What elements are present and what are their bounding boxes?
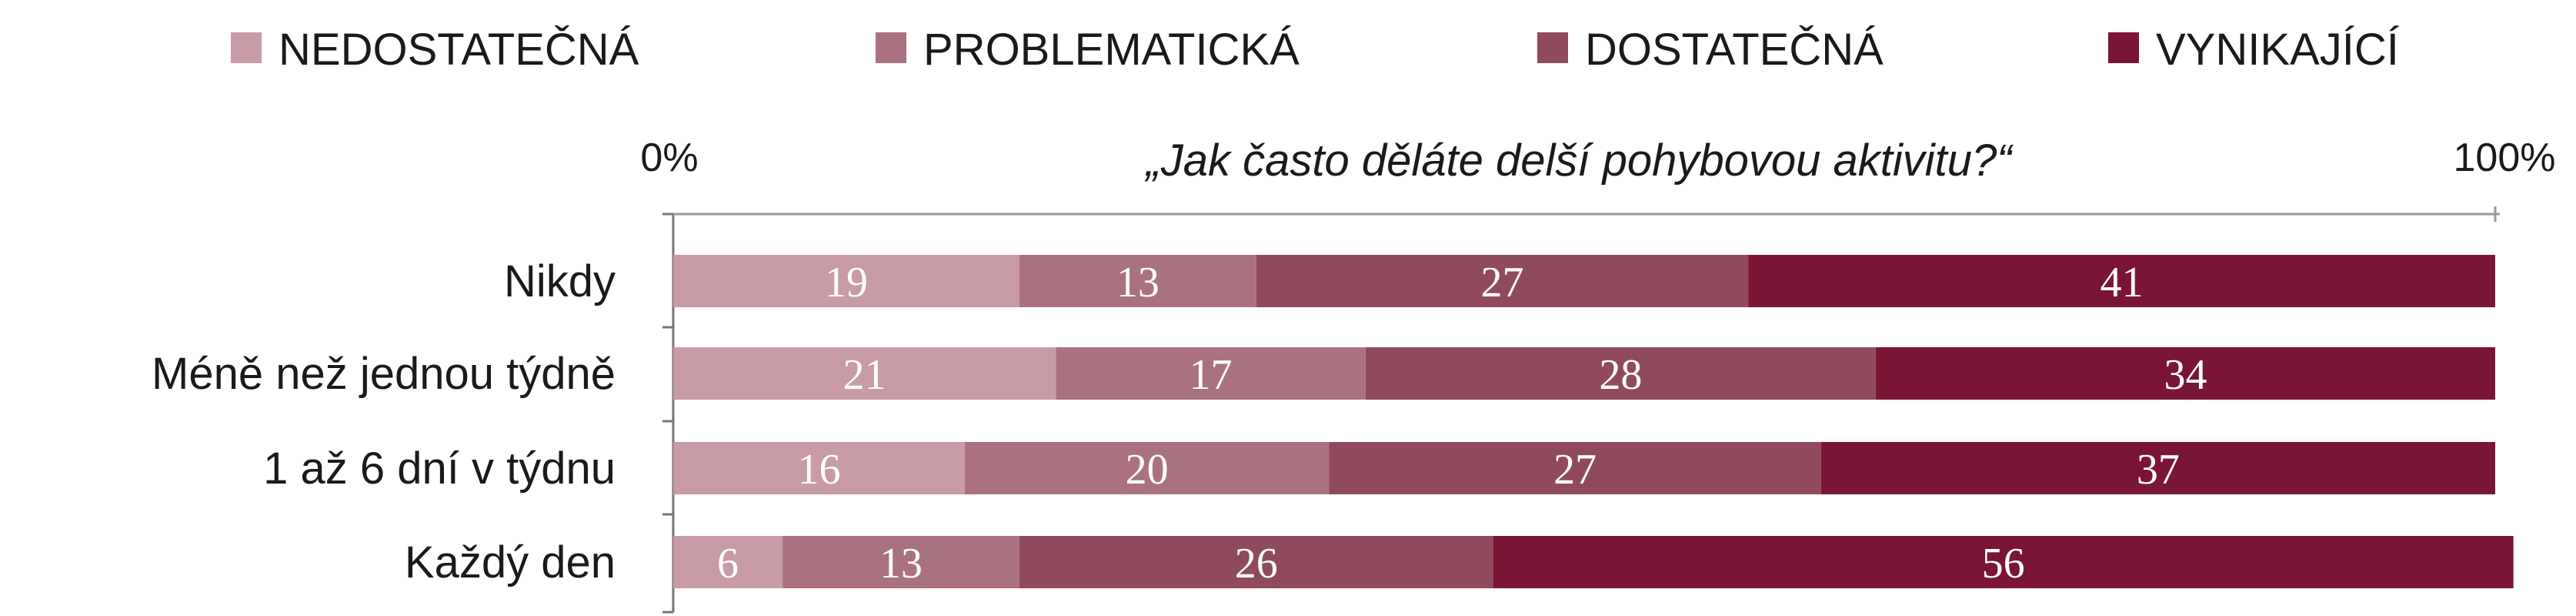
legend-label-2: PROBLEMATICKÁ	[923, 25, 1300, 75]
bar-1-1	[673, 255, 1019, 307]
bar-2-3	[1365, 347, 1876, 400]
legend-swatch-4	[2108, 32, 2139, 63]
legend-label-4: VYNIKAJÍCÍ	[2156, 25, 2400, 75]
bar-value-label-3-1: 16	[797, 446, 840, 494]
bar-value-label-4-4: 56	[1982, 540, 2025, 588]
bar-value-label-1-4: 41	[2101, 259, 2144, 306]
bar-value-label-3-3: 27	[1553, 446, 1597, 494]
category-label-2: Méně než jednou týdně	[152, 349, 616, 399]
legend-swatch-3	[1537, 32, 1568, 63]
bar-2-4	[1875, 347, 2495, 400]
bar-3-3	[1329, 442, 1821, 494]
bar-value-label-1-2: 13	[1116, 259, 1160, 306]
bar-value-label-4-3: 26	[1235, 540, 1278, 588]
legend-swatch-2	[876, 32, 906, 63]
x-tick-label-end: 100%	[2454, 136, 2556, 180]
bar-4-1	[673, 536, 783, 588]
legend-label-3: DOSTATEČNÁ	[1585, 25, 1884, 75]
bar-3-1	[673, 442, 965, 494]
bar-value-label-4-1: 6	[717, 540, 739, 588]
bars: 19 13 27 41 21 17 28 34 16 20 27 37 6 13 26 56	[673, 255, 2514, 588]
bar-4-3	[1019, 536, 1493, 588]
bar-1-4	[1748, 255, 2495, 307]
bar-value-label-1-3: 27	[1480, 259, 1523, 306]
bar-1-2	[1019, 255, 1256, 307]
bar-value-label-2-4: 34	[2164, 351, 2207, 399]
chart-title: „Jak často děláte delší pohybovou aktivi…	[1143, 136, 2014, 186]
legend-label-1: NEDOSTATEČNÁ	[279, 25, 639, 75]
bar-2-2	[1056, 347, 1366, 400]
bar-3-4	[1820, 442, 2495, 494]
bar-3-2	[964, 442, 1330, 494]
bar-value-label-3-2: 20	[1126, 446, 1169, 494]
bar-1-3	[1256, 255, 1749, 307]
bar-value-label-2-2: 17	[1190, 351, 1233, 399]
bar-value-label-3-4: 37	[2137, 446, 2180, 494]
category-label-1: Nikdy	[504, 256, 616, 306]
category-label-4: Každý den	[405, 537, 616, 588]
category-labels: Nikdy Méně než jednou týdně 1 až 6 dní v t…	[152, 256, 616, 588]
legend: NEDOSTATEČNÁ PROBLEMATICKÁ DOSTATEČNÁ VYNIK…	[231, 25, 2400, 75]
bar-4-2	[782, 536, 1019, 588]
bar-value-label-2-3: 28	[1599, 351, 1642, 399]
bar-2-1	[673, 347, 1056, 400]
bar-value-label-2-1: 21	[843, 351, 886, 399]
category-label-3: 1 až 6 dní v týdnu	[263, 444, 616, 494]
x-tick-label-start: 0%	[640, 136, 698, 180]
bar-value-label-1-1: 19	[825, 259, 868, 306]
bar-4-4	[1493, 536, 2514, 588]
bar-value-label-4-2: 13	[879, 540, 923, 588]
legend-swatch-1	[231, 32, 262, 63]
